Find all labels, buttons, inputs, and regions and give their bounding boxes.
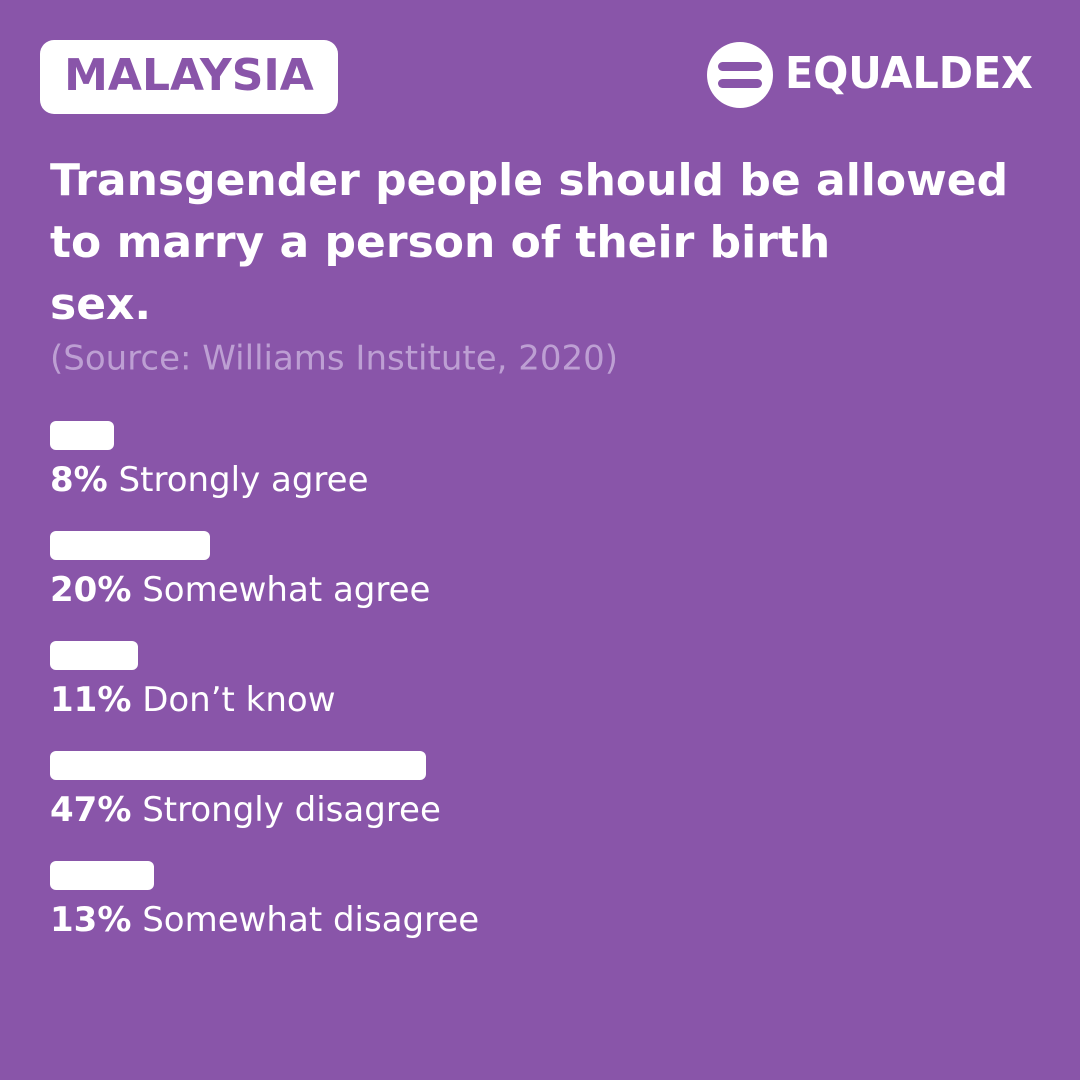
badge-box <box>40 40 338 114</box>
logo-stripe <box>718 79 762 88</box>
bar <box>50 861 154 890</box>
bar <box>50 641 138 670</box>
bar-label: 8% Strongly agree <box>50 460 368 500</box>
bar-label: 13% Somewhat disagree <box>50 900 479 940</box>
value-label: 11% <box>50 680 131 720</box>
bar <box>50 751 426 780</box>
bar-label: 20% Somewhat agree <box>50 570 430 610</box>
chart-title: to marry a person of their birth <box>50 217 830 268</box>
bar-label: 47% Strongly disagree <box>50 790 441 830</box>
chart-subtitle: (Source: Williams Institute, 2020) <box>50 339 618 379</box>
category-label: Strongly disagree <box>142 790 441 830</box>
chart-title: sex. <box>50 279 151 330</box>
value-label: 47% <box>50 790 131 830</box>
category-label: Somewhat disagree <box>142 900 479 940</box>
badge-text: MALAYSIA <box>64 50 314 101</box>
logo-stripe <box>718 62 762 71</box>
category-label: Strongly agree <box>119 460 369 500</box>
value-label: 20% <box>50 570 131 610</box>
category-label: Don’t know <box>142 680 335 720</box>
logo-circle <box>707 42 773 108</box>
brand-logo <box>707 42 773 108</box>
value-label: 13% <box>50 900 131 940</box>
category-label: Somewhat agree <box>142 570 430 610</box>
brand-name: EQUALDEX <box>785 48 1033 99</box>
bar <box>50 421 114 450</box>
bar <box>50 531 210 560</box>
chart-title: Transgender people should be allowed <box>50 155 1008 206</box>
value-label: 8% <box>50 460 108 500</box>
bar-label: 11% Don’t know <box>50 680 336 720</box>
